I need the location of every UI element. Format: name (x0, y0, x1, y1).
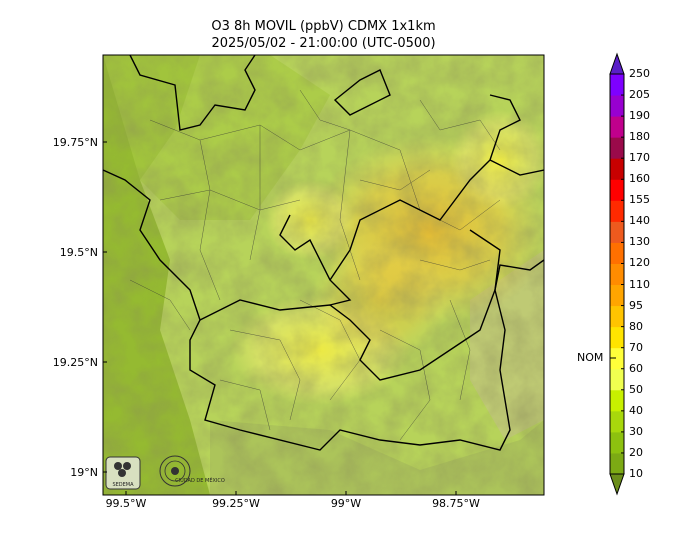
colorbar-segment (610, 179, 624, 201)
colorbar-segment (610, 116, 624, 138)
x-tick-label: 99.25°W (212, 497, 260, 510)
colorbar-tick-label: 140 (629, 214, 650, 228)
sedema-logo (105, 456, 141, 490)
x-tick-label: 98.75°W (432, 497, 480, 510)
y-tick-label: 19.75°N (52, 136, 98, 149)
colorbar-tick-label: 205 (629, 88, 650, 102)
colorbar-tick-label: 60 (629, 361, 643, 375)
colorbar-tick-label: 120 (629, 256, 650, 270)
colorbar-min-arrow (609, 473, 625, 496)
colorbar-tick-label: 160 (629, 172, 650, 186)
colorbar-tick-label: 155 (629, 193, 650, 207)
axis-ticks (103, 141, 457, 495)
colorbar-segment (610, 347, 624, 370)
colorbar-segment (610, 74, 624, 96)
sedema-logo-text: SEDEMA (112, 482, 134, 488)
colorbar-max-arrow (609, 52, 625, 75)
colorbar-tick-label: 30 (629, 424, 643, 438)
colorbar-tick-label: 95 (629, 298, 643, 312)
colorbar-segment (610, 284, 624, 307)
x-tick-label: 99°W (330, 497, 362, 510)
colorbar-frame (609, 73, 625, 475)
terrain-hillshade (103, 55, 544, 495)
y-tick-label: 19°N (70, 466, 98, 479)
colorbar-segment (610, 452, 624, 475)
nom-label: NOM (577, 351, 604, 364)
cdmx-logo (159, 455, 191, 487)
colorbar-tick-label: 70 (629, 340, 643, 354)
colorbar-segment (610, 305, 624, 328)
colorbar-tick-label: 130 (629, 235, 650, 249)
colorbar-tick-label: 20 (629, 445, 643, 459)
colorbar-segment (610, 368, 624, 391)
y-tick-label: 19.25°N (52, 356, 98, 369)
colorbar-tick-label: 40 (629, 403, 643, 417)
colorbar-segment (610, 263, 624, 286)
colorbar-segment (610, 137, 624, 159)
colorbar-segment (610, 158, 624, 180)
colorbar-tick-label: 250 (629, 67, 650, 80)
cdmx-logo-text: CIUDAD DE MÉXICO (175, 476, 225, 484)
colorbar-segment (610, 242, 624, 264)
map-title: O3 8h MOVIL (ppbV) CDMX 1x1km (211, 19, 436, 34)
colorbar-segment (610, 410, 624, 433)
colorbar-tick-label: 170 (629, 151, 650, 165)
colorbar-segment (610, 431, 624, 454)
colorbar-segment (610, 95, 624, 117)
map-frame (102, 54, 545, 496)
map-subtitle: 2025/05/02 - 21:00:00 (UTC-0500) (211, 36, 436, 51)
municipal-boundaries (129, 89, 501, 441)
colorbar-segment (610, 200, 624, 222)
colorbar-segment (610, 221, 624, 243)
colorbar-tick-label: 180 (629, 130, 650, 144)
colorbar-segment (610, 326, 624, 349)
colorbar-tick-label: 10 (629, 467, 643, 480)
colorbar-tick-label: 110 (629, 277, 650, 291)
map-area (103, 55, 544, 495)
colorbar-tick-label: 50 (629, 382, 643, 396)
colorbar-segment (610, 389, 624, 412)
y-tick-label: 19.5°N (59, 246, 98, 259)
colorbar-tick-label: 80 (629, 319, 643, 333)
x-tick-label: 99.5°W (105, 497, 147, 510)
colorbar (609, 52, 625, 496)
state-boundaries (103, 55, 544, 451)
colorbar-tick-label: 190 (629, 109, 650, 123)
